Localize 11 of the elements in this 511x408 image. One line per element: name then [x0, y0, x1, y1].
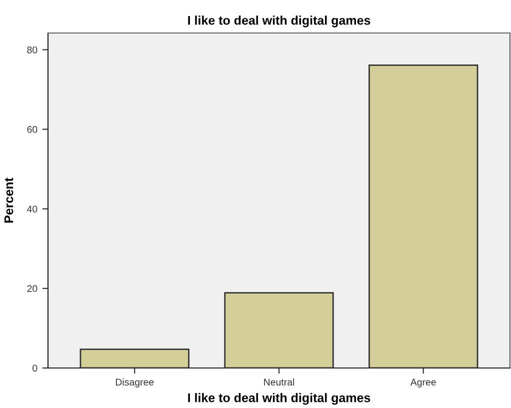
y-tick-label: 40 [26, 206, 38, 212]
x-axis-title: I like to deal with digital games [188, 393, 370, 405]
y-tick-label: 0 [32, 364, 38, 372]
chart-title: I like to deal with digital games [188, 16, 370, 28]
x-tick-label: Neutral [264, 378, 294, 386]
y-tick-label: 80 [27, 46, 38, 54]
x-tick-label: Disagree [116, 378, 154, 388]
y-axis-title: Percent [4, 178, 14, 223]
y-tick-label: 60 [27, 126, 38, 133]
x-tick-label: Agree [410, 378, 436, 388]
y-tick-label: 20 [27, 285, 38, 292]
